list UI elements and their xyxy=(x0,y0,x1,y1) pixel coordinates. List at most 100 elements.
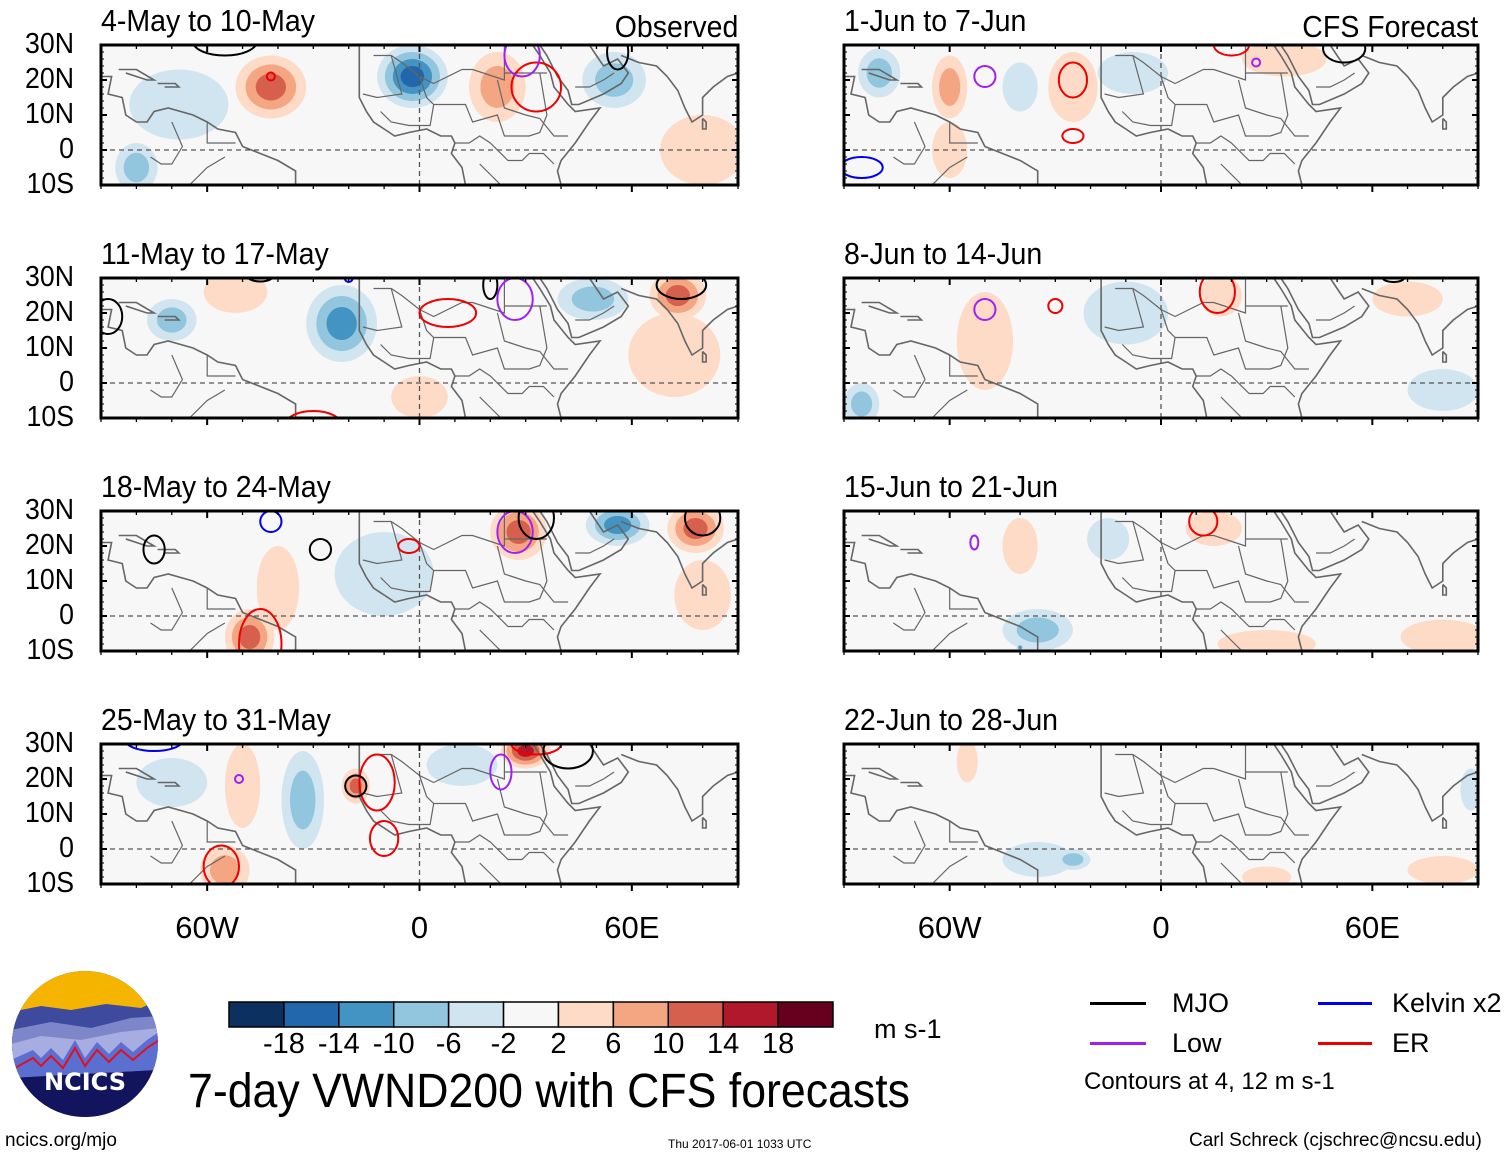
coastline xyxy=(900,315,924,321)
anomaly-fill xyxy=(129,69,229,140)
coastline xyxy=(701,583,707,596)
contour-low xyxy=(973,65,997,88)
contour-er xyxy=(1212,45,1251,57)
coastline xyxy=(575,192,593,203)
coastline xyxy=(1442,583,1448,596)
y-tick-label: 0 xyxy=(59,599,74,631)
y-tick-label: 20N xyxy=(25,63,74,95)
anomaly-fill xyxy=(400,66,425,87)
coastline xyxy=(1100,45,1208,185)
coastline xyxy=(1442,350,1448,363)
map-panel xyxy=(99,43,740,192)
contour-kelvin-x2 xyxy=(126,744,183,752)
contour-mjo xyxy=(1381,278,1406,283)
country-border xyxy=(373,45,505,85)
map-panel xyxy=(842,742,1480,891)
chart-title: 7-day VWND200 with CFS forecasts xyxy=(188,1065,910,1118)
contour-legend: MJO Kelvin x2 Low ER Contours at 4, 12 m… xyxy=(1084,988,1510,1100)
coastline xyxy=(844,308,1039,418)
anomaly-fill xyxy=(1002,62,1038,112)
panel-title: 22-Jun to 28-Jun xyxy=(844,702,1059,737)
contour-low xyxy=(496,278,534,321)
contour-er xyxy=(1057,61,1089,99)
country-border xyxy=(206,122,236,144)
country-border xyxy=(892,354,926,398)
anomaly-fill xyxy=(203,278,268,313)
coastline xyxy=(620,520,738,590)
country-border xyxy=(1121,337,1176,360)
country-border xyxy=(1237,79,1309,137)
x-tick-label: 0 xyxy=(410,910,429,945)
legend-swatch-mjo xyxy=(1090,1002,1146,1005)
anomaly-fill xyxy=(1002,842,1073,877)
contour-kelvin-x2 xyxy=(259,511,283,533)
legend-label-er: ER xyxy=(1392,1028,1430,1058)
contour-kelvin-x2 xyxy=(844,156,884,179)
anomaly-fill xyxy=(289,770,316,830)
y-tick-label: 30N xyxy=(25,494,74,526)
coastline xyxy=(620,54,738,124)
country-border xyxy=(1316,771,1356,787)
contour-low xyxy=(1251,57,1262,68)
coastline xyxy=(539,278,630,339)
cfs-forecast-label: CFS Forecast xyxy=(1302,9,1478,44)
coastline xyxy=(900,82,924,88)
country-border xyxy=(454,601,555,631)
contour-er xyxy=(510,61,563,113)
map-panel xyxy=(842,509,1480,658)
contour-mjo xyxy=(482,278,499,300)
coastline xyxy=(844,541,1039,651)
panel-title: 8-Jun to 14-Jun xyxy=(844,236,1043,271)
anomaly-fill xyxy=(426,744,498,786)
country-border xyxy=(362,521,403,565)
country-border xyxy=(1196,368,1296,398)
footer-url[interactable]: ncics.org/mjo xyxy=(5,1130,117,1151)
country-border xyxy=(362,288,403,332)
anomaly-fill xyxy=(665,285,690,306)
coastline xyxy=(1361,520,1478,590)
anomaly-fill xyxy=(1407,856,1478,884)
contour-er xyxy=(265,71,276,82)
legend-label-kelvin: Kelvin x2 xyxy=(1392,988,1502,1018)
coastline xyxy=(101,75,297,185)
anomaly-fill xyxy=(1199,278,1243,317)
country-border xyxy=(496,545,569,603)
panel-title: 18-May to 24-May xyxy=(101,469,331,504)
coastline xyxy=(101,541,297,651)
colorbar-tick-label: -18 xyxy=(262,1028,305,1060)
colorbar-units: m s-1 xyxy=(874,1014,942,1044)
coastline xyxy=(1442,816,1448,829)
anomaly-fill xyxy=(1097,52,1169,94)
country-border xyxy=(150,121,184,165)
anomaly-fill xyxy=(956,744,978,783)
y-tick-label: 20N xyxy=(25,529,74,561)
coastline xyxy=(1280,744,1370,805)
anomaly-fill xyxy=(1407,369,1478,411)
colorbar-tick-label: 2 xyxy=(550,1028,567,1060)
anomaly-fill xyxy=(1016,617,1059,643)
country-border xyxy=(189,389,226,418)
country-border xyxy=(931,855,968,884)
country-border xyxy=(1121,104,1176,127)
country-border xyxy=(1115,511,1247,551)
coastline xyxy=(575,891,593,902)
coastline xyxy=(101,774,297,884)
colorbar-tick-label: 10 xyxy=(652,1028,685,1060)
coastline xyxy=(118,68,158,81)
anomaly-fill xyxy=(256,546,300,630)
anomaly-fill xyxy=(1217,630,1316,651)
country-border xyxy=(931,622,968,651)
anomaly-fill xyxy=(1083,281,1169,345)
map-panel xyxy=(99,509,740,658)
legend-label-mjo: MJO xyxy=(1172,988,1229,1018)
coastline xyxy=(701,117,707,130)
country-border xyxy=(380,104,435,127)
country-border xyxy=(1316,72,1356,88)
legend-swatch-kelvin xyxy=(1318,1002,1372,1005)
y-tick-label: 20N xyxy=(25,762,74,794)
coastline xyxy=(1273,278,1343,418)
coastline xyxy=(118,301,158,314)
contour-mjo xyxy=(142,534,166,565)
country-border xyxy=(575,771,615,787)
country-border xyxy=(150,820,184,864)
